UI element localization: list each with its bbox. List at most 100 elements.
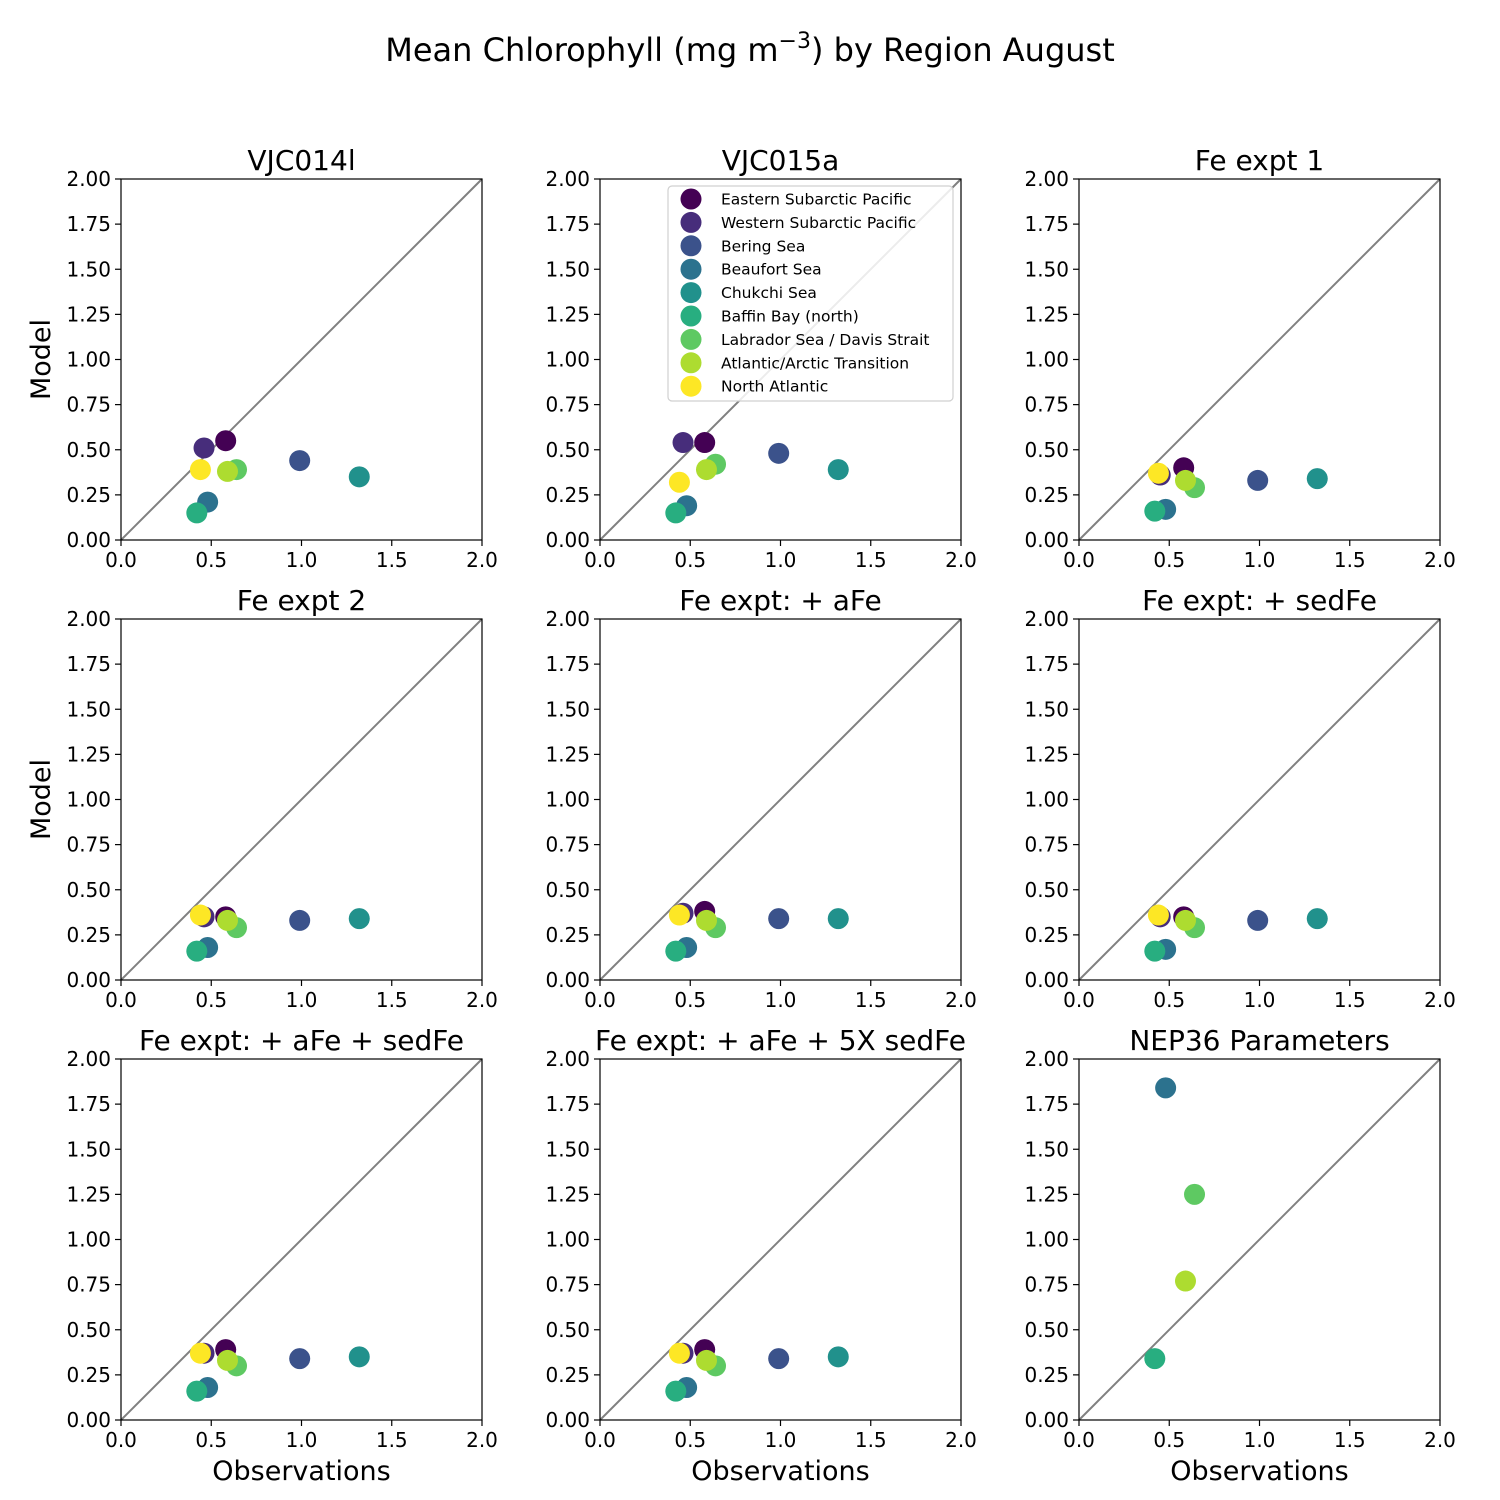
x-tick-label: 2.0 bbox=[945, 988, 977, 1012]
y-tick-label: 1.75 bbox=[1024, 212, 1069, 236]
y-tick-label: 1.50 bbox=[1024, 697, 1069, 721]
x-tick-label: 2.0 bbox=[466, 548, 498, 572]
x-tick-label: 1.5 bbox=[1334, 548, 1366, 572]
x-tick-label: 2.0 bbox=[1424, 1428, 1456, 1452]
data-point-chukchi-sea bbox=[827, 1346, 849, 1368]
data-point-north-atlantic bbox=[668, 471, 690, 493]
x-tick-label: 0.5 bbox=[674, 548, 706, 572]
data-point-chukchi-sea bbox=[348, 1346, 370, 1368]
x-tick-label: 2.0 bbox=[1424, 988, 1456, 1012]
x-tick-label: 0.5 bbox=[195, 548, 227, 572]
y-tick-label: 0.00 bbox=[66, 528, 111, 552]
y-tick-label: 0.75 bbox=[545, 833, 590, 857]
x-axis-label: Observations bbox=[1170, 1456, 1348, 1487]
y-tick-label: 1.00 bbox=[1024, 348, 1069, 372]
legend-entry: Eastern Subarctic Pacific bbox=[721, 191, 911, 209]
data-point-beaufort-sea bbox=[1155, 1077, 1177, 1099]
data-point-bering-sea bbox=[289, 450, 311, 472]
y-tick-label: 1.50 bbox=[545, 697, 590, 721]
scatter-panel-6: Fe expt: + sedFe 0.0 0.5 1.0 1.5 2.0 0.00 0.25 0… bbox=[1024, 584, 1455, 1012]
data-point-western-subarctic-pacific bbox=[193, 437, 215, 459]
x-tick-label: 0.5 bbox=[195, 988, 227, 1012]
legend: Eastern Subarctic Pacific Western Subarct… bbox=[667, 185, 954, 402]
y-tick-label: 0.00 bbox=[545, 968, 590, 992]
y-tick-label: 1.25 bbox=[545, 302, 590, 326]
data-point-north-atlantic bbox=[668, 1342, 690, 1364]
panel-title: VJC014l bbox=[247, 144, 355, 177]
data-point-eastern-subarctic-pacific bbox=[215, 430, 237, 452]
y-tick-label: 1.25 bbox=[545, 1182, 590, 1206]
x-tick-label: 1.0 bbox=[286, 988, 318, 1012]
identity-line bbox=[599, 1058, 962, 1421]
legend-entry: Baffin Bay (north) bbox=[721, 308, 859, 326]
panel-title: Fe expt 1 bbox=[1195, 144, 1324, 177]
y-tick-label: 0.75 bbox=[1024, 833, 1069, 857]
legend-marker bbox=[680, 352, 702, 374]
data-point-north-atlantic bbox=[1147, 462, 1169, 484]
data-point-north-atlantic bbox=[189, 1342, 211, 1364]
scatter-panel-8: Fe expt: + aFe + 5X sedFe 0.0 0.5 1.0 1.5 2.0… bbox=[545, 1024, 976, 1487]
y-tick-label: 1.75 bbox=[1024, 1092, 1069, 1116]
x-tick-label: 1.0 bbox=[765, 1428, 797, 1452]
data-point-north-atlantic bbox=[189, 904, 211, 926]
y-tick-label: 0.75 bbox=[545, 393, 590, 417]
y-tick-label: 1.00 bbox=[66, 1228, 111, 1252]
x-tick-label: 0.5 bbox=[674, 988, 706, 1012]
data-point-bering-sea bbox=[1247, 469, 1269, 491]
legend-marker bbox=[680, 305, 702, 327]
y-tick-label: 0.25 bbox=[545, 923, 590, 947]
data-point-labrador-sea-davis-strait bbox=[1184, 1183, 1206, 1205]
legend-marker bbox=[680, 235, 702, 257]
legend-marker bbox=[680, 282, 702, 304]
x-tick-label: 1.5 bbox=[855, 1428, 887, 1452]
panel-title: NEP36 Parameters bbox=[1129, 1024, 1389, 1057]
y-tick-label: 1.75 bbox=[66, 1092, 111, 1116]
y-tick-label: 0.00 bbox=[1024, 528, 1069, 552]
y-tick-label: 0.50 bbox=[1024, 878, 1069, 902]
data-point-atlantic-arctic-transition bbox=[216, 460, 238, 482]
x-tick-label: 0.5 bbox=[1153, 1428, 1185, 1452]
data-point-bering-sea bbox=[768, 442, 790, 464]
data-point-baffin-bay-north bbox=[1144, 1348, 1166, 1370]
x-tick-label: 0.0 bbox=[1063, 548, 1095, 572]
x-tick-label: 0.5 bbox=[1153, 988, 1185, 1012]
y-tick-label: 1.75 bbox=[66, 652, 111, 676]
data-point-baffin-bay-north bbox=[665, 1380, 687, 1402]
y-tick-label: 0.00 bbox=[1024, 968, 1069, 992]
y-tick-label: 2.00 bbox=[66, 607, 111, 631]
x-tick-label: 2.0 bbox=[1424, 548, 1456, 572]
legend-marker bbox=[680, 375, 702, 397]
x-tick-label: 0.5 bbox=[674, 1428, 706, 1452]
y-tick-label: 1.75 bbox=[66, 212, 111, 236]
data-point-chukchi-sea bbox=[827, 908, 849, 930]
y-tick-label: 0.75 bbox=[66, 833, 111, 857]
y-tick-label: 0.50 bbox=[1024, 438, 1069, 462]
data-point-atlantic-arctic-transition bbox=[216, 1349, 238, 1371]
y-tick-label: 0.50 bbox=[545, 438, 590, 462]
x-axis-label: Observations bbox=[212, 1456, 390, 1487]
y-tick-label: 0.50 bbox=[1024, 1318, 1069, 1342]
y-tick-label: 0.25 bbox=[66, 1363, 111, 1387]
y-tick-label: 0.25 bbox=[1024, 923, 1069, 947]
y-tick-label: 1.25 bbox=[545, 742, 590, 766]
y-tick-label: 1.25 bbox=[1024, 1182, 1069, 1206]
y-tick-label: 0.75 bbox=[545, 1273, 590, 1297]
y-tick-label: 1.00 bbox=[1024, 1228, 1069, 1252]
y-tick-label: 0.50 bbox=[545, 1318, 590, 1342]
y-tick-label: 1.00 bbox=[66, 788, 111, 812]
y-tick-label: 0.50 bbox=[66, 438, 111, 462]
y-tick-label: 0.00 bbox=[66, 968, 111, 992]
data-point-baffin-bay-north bbox=[186, 1380, 208, 1402]
legend-entry: Atlantic/Arctic Transition bbox=[721, 354, 909, 372]
x-tick-label: 1.0 bbox=[1244, 1428, 1276, 1452]
data-point-bering-sea bbox=[289, 1348, 311, 1370]
x-tick-label: 1.5 bbox=[1334, 988, 1366, 1012]
data-point-baffin-bay-north bbox=[186, 502, 208, 524]
legend-entry: Bering Sea bbox=[721, 237, 805, 255]
panel-title: Fe expt: + aFe + 5X sedFe bbox=[595, 1024, 966, 1057]
identity-line bbox=[1078, 178, 1441, 541]
legend-entry: Labrador Sea / Davis Strait bbox=[721, 331, 930, 349]
x-tick-label: 1.0 bbox=[1244, 548, 1276, 572]
legend-box bbox=[667, 185, 954, 402]
